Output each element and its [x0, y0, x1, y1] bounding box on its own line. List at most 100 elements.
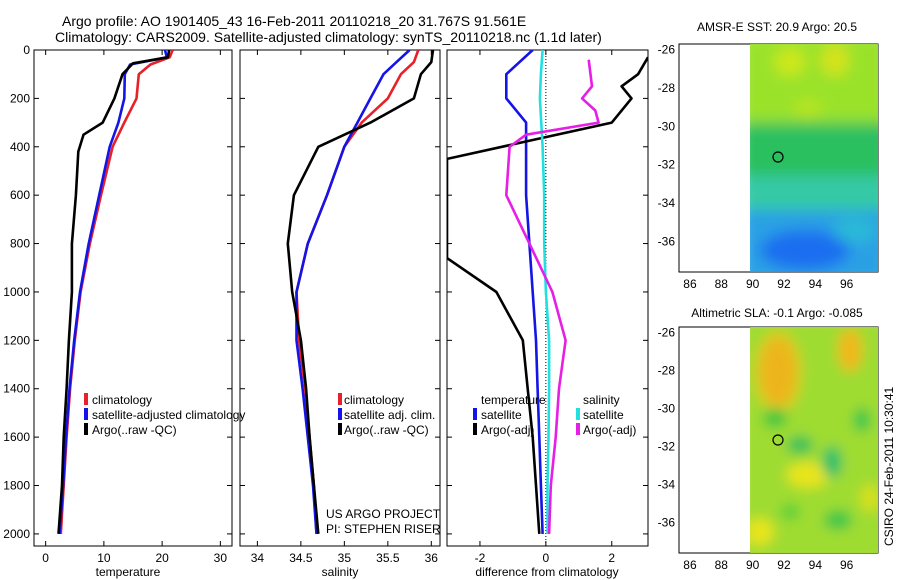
sla-high-5: [860, 484, 878, 512]
sst_map-ytick-label: -34: [658, 196, 676, 210]
sst-warm-patch-2: [821, 44, 849, 76]
depth-tick-label: 200: [10, 91, 30, 105]
sla-high-3: [786, 462, 830, 488]
sst-front-band: [750, 124, 878, 178]
depth-tick-label: 800: [10, 237, 30, 251]
sst-cool-patch: [833, 216, 877, 244]
temperature-xtick-label: 30: [214, 551, 228, 565]
difference-series-temperature-satellite: [504, 50, 544, 534]
temp-legend-swatch-argo: [84, 423, 88, 435]
sla_map-xtick-label: 90: [746, 558, 760, 572]
temperature-xtick-label: 0: [42, 551, 49, 565]
sst-heatmap: [750, 44, 878, 272]
sla-low-1: [763, 408, 787, 428]
sal-legend-satellite: satellite adj. clim.: [344, 408, 435, 422]
sst-cold-patch: [760, 230, 850, 270]
salinity-xlabel: salinity: [322, 565, 359, 579]
difference-xtick-label: -2: [475, 551, 486, 565]
sla_map-xtick-label: 94: [809, 558, 823, 572]
difference-axes: [446, 49, 649, 547]
sst_map-ytick-label: -30: [658, 119, 676, 133]
project-annotation: US ARGO PROJECT: [326, 507, 441, 521]
sst_map-ytick-label: -28: [658, 81, 676, 95]
difference-xtick-label: 2: [608, 551, 615, 565]
depth-tick-label: 600: [10, 188, 30, 202]
sla-high-2: [838, 328, 862, 372]
sla_map-ytick-label: -30: [658, 402, 676, 416]
sla_map-xtick-label: 86: [683, 558, 697, 572]
sla_map-ytick-label: -28: [658, 364, 676, 378]
depth-tick-label: 0: [23, 43, 30, 57]
difference-series-salinity-satellite: [538, 50, 551, 534]
sst-map-title: AMSR-E SST: 20.9 Argo: 20.5: [697, 20, 857, 34]
sla-low-2: [787, 436, 813, 454]
sst-mid-band: [750, 176, 878, 212]
sla_map-ytick-label: -36: [658, 516, 676, 530]
temperature-xlabel: temperature: [96, 565, 161, 579]
sst-argo-marker: [772, 151, 784, 163]
depth-tick-label: 1200: [3, 333, 30, 347]
temp-legend-swatch-satellite: [84, 408, 88, 420]
salinity-xtick-label: 34.5: [289, 551, 313, 565]
temp-legend-argo: Argo(..raw -QC): [92, 423, 177, 437]
sst_map-xtick-label: 90: [746, 277, 760, 291]
temperature-series-satellite-adjusted-climatology: [58, 50, 169, 534]
sla_map-xtick-label: 96: [840, 558, 854, 572]
temperature-series-argo-raw-qc-: [57, 50, 171, 534]
pi-annotation: PI: STEPHEN RISER: [326, 522, 441, 536]
difference-series-salinity-argo-adj-: [504, 59, 600, 534]
sla-low-5: [824, 510, 852, 530]
depth-tick-label: 2000: [3, 527, 30, 541]
sla_map-xtick-label: 92: [777, 558, 791, 572]
diff-legend-swatch-temp-argo: [473, 423, 477, 435]
header-line-1: Argo profile: AO 1901405_43 16-Feb-2011 …: [62, 13, 526, 29]
sal-legend-swatch-argo: [338, 423, 342, 435]
salinity-xtick-label: 34: [251, 551, 265, 565]
header-line-2: Climatology: CARS2009. Satellite-adjuste…: [55, 29, 602, 45]
sla-map-title: Altimetric SLA: -0.1 Argo: -0.085: [691, 306, 863, 320]
temperature-legend: climatology satellite-adjusted climatolo…: [84, 393, 245, 437]
diff-legend-temperature-title: temperature: [481, 393, 546, 407]
diff-legend-sal-satellite: satellite: [583, 408, 624, 422]
sla-low-6: [780, 504, 800, 520]
sal-legend-argo: Argo(..raw -QC): [344, 423, 429, 437]
sla-high-4: [750, 518, 774, 546]
sla_map-xtick-label: 88: [715, 558, 729, 572]
temp-legend-swatch-climatology: [84, 393, 88, 405]
temperature-series-climatology: [59, 50, 174, 534]
difference-xtick-label: 0: [543, 551, 550, 565]
temp-legend-satellite: satellite-adjusted climatology: [92, 408, 245, 422]
salinity-axes: [239, 49, 441, 547]
temperature-xtick-label: 20: [155, 551, 169, 565]
sst-warm-patch-1: [774, 48, 806, 76]
temperature-xtick-label: 10: [97, 551, 111, 565]
sal-legend-climatology: climatology: [344, 393, 404, 407]
sst_map-ytick-label: -26: [658, 43, 676, 57]
sst_map-ytick-label: -36: [658, 234, 676, 248]
salinity-series-argo-raw-qc-: [286, 50, 435, 535]
diff-legend-salinity-title: salinity: [583, 393, 620, 407]
sst_map-xtick-label: 96: [840, 277, 854, 291]
salinity-xtick-label: 35: [338, 551, 352, 565]
difference-series-temperature-argo-adj-: [447, 56, 648, 534]
depth-tick-label: 1800: [3, 479, 30, 493]
salinity-xtick-label: 35.5: [376, 551, 400, 565]
difference-legend: temperature satellite Argo(-adj) salinit…: [473, 393, 636, 437]
depth-tick-label: 1400: [3, 382, 30, 396]
salinity-legend: climatology satellite adj. clim. Argo(..…: [338, 393, 435, 437]
temp-legend-climatology: climatology: [92, 393, 152, 407]
diff-legend-temp-argo: Argo(-adj): [481, 423, 534, 437]
diff-legend-swatch-sal-satellite: [576, 408, 580, 420]
sst_map-xtick-label: 94: [809, 277, 823, 291]
sst_map-xtick-label: 86: [683, 277, 697, 291]
salinity-series-satellite-adj-clim-: [295, 50, 411, 534]
side-timestamp: CSIRO 24-Feb-2011 10:30:41: [882, 386, 896, 546]
sst_map-xtick-label: 88: [715, 277, 729, 291]
diff-legend-temp-satellite: satellite: [481, 408, 522, 422]
depth-tick-label: 1000: [3, 285, 30, 299]
diff-legend-sal-argo: Argo(-adj): [583, 423, 636, 437]
difference-xlabel: difference from climatology: [475, 565, 618, 579]
sal-legend-swatch-satellite: [338, 408, 342, 420]
sla_map-ytick-label: -26: [658, 326, 676, 340]
sst_map-ytick-label: -32: [658, 158, 676, 172]
